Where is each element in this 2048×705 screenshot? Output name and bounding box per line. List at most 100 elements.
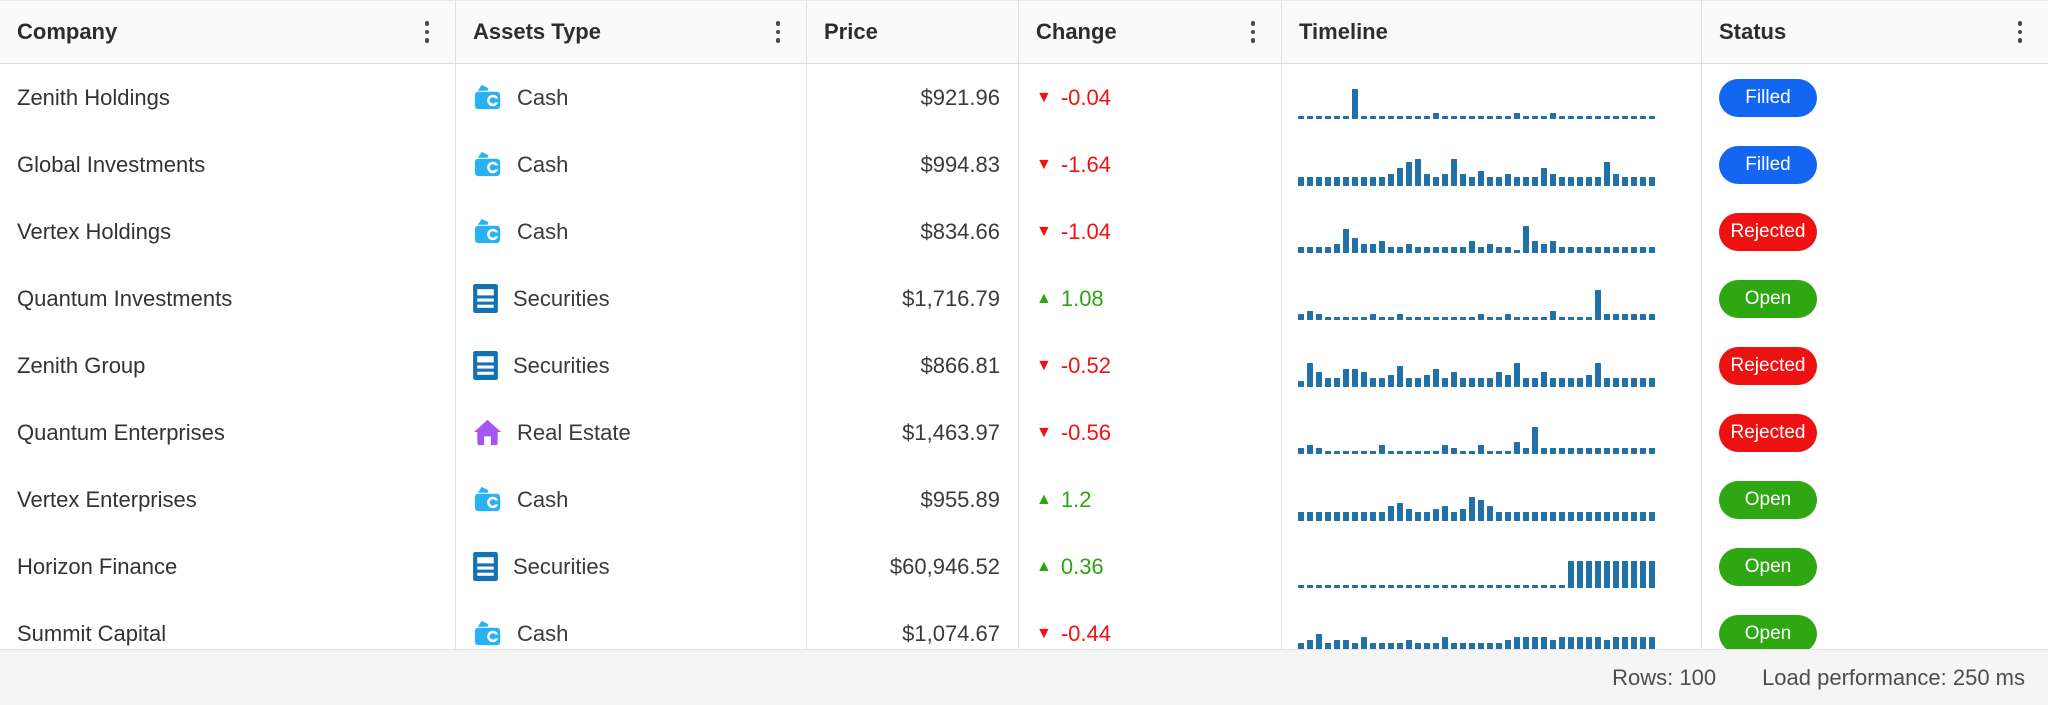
- timeline-sparkline: [1298, 491, 1655, 521]
- price-value: $834.66: [920, 218, 1000, 244]
- change-value: 0.36: [1060, 553, 1104, 579]
- table-row[interactable]: Quantum Investments Securities $1,716.79…: [0, 265, 2048, 332]
- asset-type-label: Securities: [513, 553, 610, 579]
- column-label: Status: [1719, 19, 1787, 44]
- table-header: Company Assets Type Price Change Timelin…: [0, 1, 2048, 64]
- change-value: -0.44: [1060, 620, 1111, 646]
- kebab-menu-icon[interactable]: [2010, 15, 2031, 49]
- price-value: $921.96: [920, 84, 1000, 110]
- column-header-company[interactable]: Company: [0, 1, 455, 63]
- change-value: -0.52: [1060, 352, 1111, 378]
- change-value: -0.56: [1060, 419, 1111, 445]
- rows-count: Rows: 100: [1612, 665, 1717, 690]
- status-badge: Rejected: [1719, 212, 1817, 251]
- column-label: Price: [824, 19, 878, 44]
- column-label: Change: [1036, 19, 1117, 44]
- kebab-menu-icon[interactable]: [768, 15, 789, 49]
- triangle-down-icon: ▼: [1036, 155, 1052, 173]
- wallet-icon: [472, 82, 503, 113]
- table-row[interactable]: Vertex Holdings Cash $834.66 ▼ -1.04 Rej…: [0, 198, 2048, 265]
- triangle-up-icon: ▲: [1036, 557, 1052, 575]
- column-header-status[interactable]: Status: [1701, 1, 2048, 63]
- company-name: Vertex Enterprises: [17, 486, 197, 512]
- document-icon: [472, 283, 499, 314]
- company-name: Global Investments: [17, 151, 206, 177]
- status-badge: Open: [1719, 614, 1817, 649]
- triangle-down-icon: ▼: [1036, 423, 1052, 441]
- triangle-up-icon: ▲: [1036, 490, 1052, 508]
- asset-type-label: Cash: [517, 620, 569, 646]
- kebab-menu-icon[interactable]: [1243, 15, 1264, 49]
- change-value: -1.64: [1060, 151, 1111, 177]
- status-bar: Rows: 100 Load performance: 250 ms: [0, 649, 2048, 705]
- document-icon: [472, 551, 499, 582]
- table-row[interactable]: Horizon Finance Securities $60,946.52 ▲ …: [0, 533, 2048, 600]
- column-header-change[interactable]: Change: [1018, 1, 1281, 63]
- triangle-down-icon: ▼: [1036, 624, 1052, 642]
- asset-type-label: Securities: [513, 352, 610, 378]
- column-label: Timeline: [1299, 19, 1388, 44]
- asset-type-label: Cash: [517, 151, 569, 177]
- house-icon: [472, 417, 503, 448]
- table-row[interactable]: Global Investments Cash $994.83 ▼ -1.64 …: [0, 131, 2048, 198]
- status-badge: Open: [1719, 480, 1817, 519]
- company-name: Vertex Holdings: [17, 218, 172, 244]
- status-badge: Rejected: [1719, 346, 1817, 385]
- wallet-icon: [472, 216, 503, 247]
- company-name: Summit Capital: [17, 620, 167, 646]
- status-badge: Open: [1719, 279, 1817, 318]
- wallet-icon: [472, 149, 503, 180]
- price-value: $60,946.52: [889, 553, 1000, 579]
- company-name: Quantum Investments: [17, 285, 233, 311]
- timeline-sparkline: [1298, 558, 1655, 588]
- column-header-assets-type[interactable]: Assets Type: [455, 1, 806, 63]
- table-row[interactable]: Zenith Group Securities $866.81 ▼ -0.52 …: [0, 332, 2048, 399]
- company-name: Zenith Holdings: [17, 84, 170, 110]
- change-value: -0.04: [1060, 84, 1111, 110]
- load-performance: Load performance: 250 ms: [1762, 665, 2025, 690]
- price-value: $866.81: [920, 352, 1000, 378]
- table-row[interactable]: Zenith Holdings Cash $921.96 ▼ -0.04 Fil…: [0, 64, 2048, 131]
- price-value: $1,463.97: [902, 419, 1000, 445]
- document-icon: [472, 350, 499, 381]
- column-label: Assets Type: [473, 19, 601, 44]
- asset-type-label: Cash: [517, 486, 569, 512]
- asset-type-label: Real Estate: [517, 419, 631, 445]
- table-body: Zenith Holdings Cash $921.96 ▼ -0.04 Fil…: [0, 64, 2048, 649]
- column-header-timeline[interactable]: Timeline: [1281, 1, 1701, 63]
- change-value: -1.04: [1060, 218, 1111, 244]
- company-name: Zenith Group: [17, 352, 146, 378]
- triangle-down-icon: ▼: [1036, 222, 1052, 240]
- table-row[interactable]: Vertex Enterprises Cash $955.89 ▲ 1.2 Op…: [0, 466, 2048, 533]
- change-value: 1.2: [1060, 486, 1092, 512]
- status-badge: Filled: [1719, 78, 1817, 117]
- timeline-sparkline: [1298, 424, 1655, 454]
- timeline-sparkline: [1298, 625, 1655, 649]
- price-value: $955.89: [920, 486, 1000, 512]
- price-value: $1,074.67: [902, 620, 1000, 646]
- kebab-menu-icon[interactable]: [417, 15, 438, 49]
- timeline-sparkline: [1298, 156, 1655, 186]
- table-row[interactable]: Quantum Enterprises Real Estate $1,463.9…: [0, 399, 2048, 466]
- wallet-icon: [472, 484, 503, 515]
- price-value: $1,716.79: [902, 285, 1000, 311]
- triangle-down-icon: ▼: [1036, 356, 1052, 374]
- asset-type-label: Cash: [517, 84, 569, 110]
- table-row[interactable]: Summit Capital Cash $1,074.67 ▼ -0.44 Op…: [0, 600, 2048, 649]
- status-badge: Open: [1719, 547, 1817, 586]
- status-badge: Rejected: [1719, 413, 1817, 452]
- column-header-price[interactable]: Price: [806, 1, 1018, 63]
- status-badge: Filled: [1719, 145, 1817, 184]
- timeline-sparkline: [1298, 223, 1655, 253]
- wallet-icon: [472, 618, 503, 649]
- price-value: $994.83: [920, 151, 1000, 177]
- timeline-sparkline: [1298, 88, 1655, 119]
- asset-type-label: Securities: [513, 285, 610, 311]
- change-value: 1.08: [1060, 285, 1104, 311]
- column-label: Company: [17, 19, 118, 44]
- timeline-sparkline: [1298, 357, 1655, 387]
- triangle-up-icon: ▲: [1036, 289, 1052, 307]
- asset-type-label: Cash: [517, 218, 569, 244]
- triangle-down-icon: ▼: [1036, 88, 1052, 106]
